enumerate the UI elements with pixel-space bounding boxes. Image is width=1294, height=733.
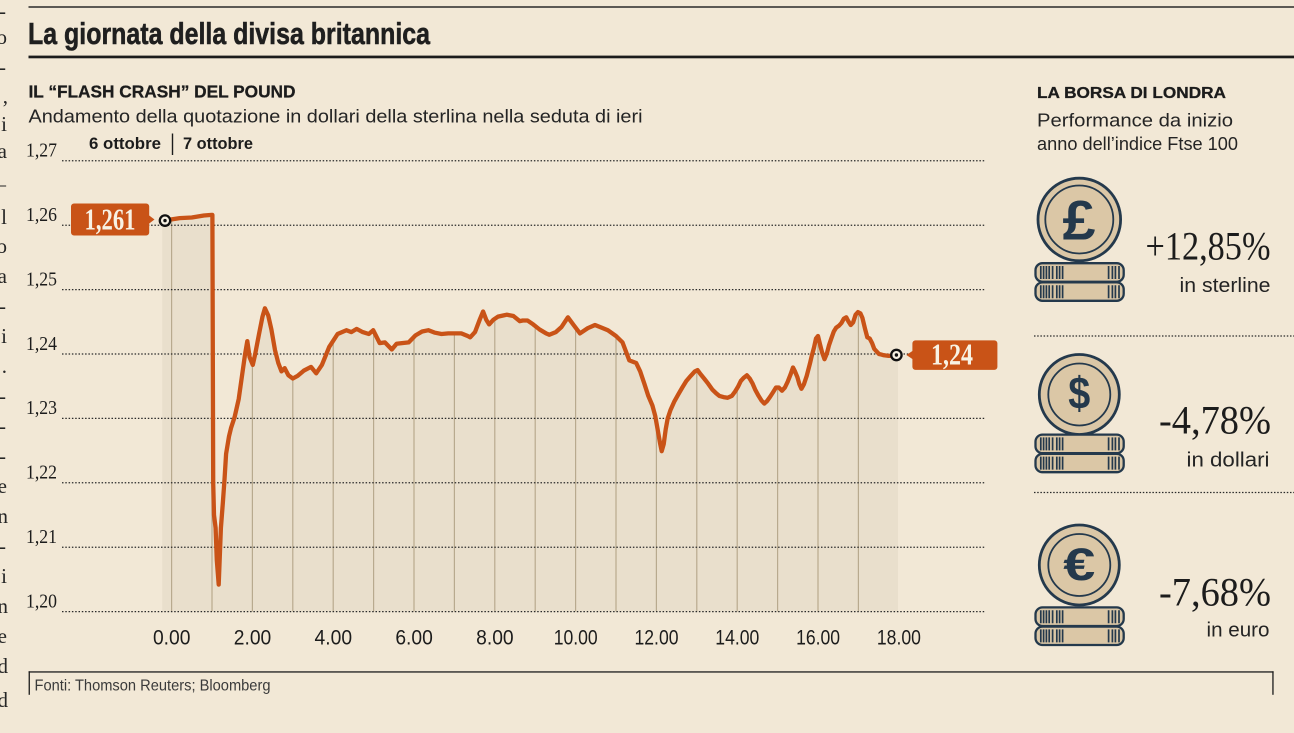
svg-text:-: - [0,0,6,23]
svg-text:1,261: 1,261 [85,202,136,237]
svg-text:7 ottobre: 7 ottobre [183,134,253,153]
svg-text:.: . [2,354,7,378]
svg-text:10.00: 10.00 [554,626,598,650]
svg-text:Performance da inizio: Performance da inizio [1037,110,1233,131]
svg-text:1,20: 1,20 [26,591,57,612]
svg-text:1,24: 1,24 [26,334,57,355]
svg-text:in sterline: in sterline [1180,275,1271,297]
svg-text:1,25: 1,25 [26,269,57,290]
svg-text:-: - [0,294,6,318]
svg-text:o: o [0,25,7,49]
svg-text:d: d [0,654,9,678]
svg-text:6.00: 6.00 [395,626,433,650]
svg-text:o: o [0,234,7,258]
svg-text:in dollari: in dollari [1187,450,1270,472]
svg-text:8.00: 8.00 [476,626,514,650]
svg-text:IL “FLASH CRASH” DEL POUND: IL “FLASH CRASH” DEL POUND [29,82,296,102]
svg-text:anno dell’indice Ftse 100: anno dell’indice Ftse 100 [1037,133,1238,154]
svg-text:-: - [0,534,6,558]
svg-text:i: i [1,112,7,136]
svg-text:d: d [0,688,9,712]
svg-text:,: , [3,84,8,108]
svg-text:in euro: in euro [1207,620,1270,642]
svg-text:1,21: 1,21 [26,527,57,548]
svg-text:—: — [0,172,7,196]
svg-text:0.00: 0.00 [153,626,191,650]
svg-text:-: - [0,55,6,79]
svg-text:6 ottobre: 6 ottobre [89,134,161,153]
svg-text:a: a [0,264,8,288]
svg-text:-: - [0,414,6,438]
svg-text:12.00: 12.00 [635,626,679,650]
svg-text:i: i [1,564,7,588]
svg-text:-4,78%: -4,78% [1159,398,1271,443]
svg-text:18.00: 18.00 [877,626,921,650]
svg-text:i: i [1,324,7,348]
svg-text:Andamento della quotazione in: Andamento della quotazione in dollari de… [29,106,643,127]
svg-text:14.00: 14.00 [715,626,759,650]
svg-text:16.00: 16.00 [796,626,840,650]
svg-text:1,26: 1,26 [26,205,57,226]
svg-text:$: $ [1068,368,1090,419]
svg-text:1,23: 1,23 [26,398,57,419]
svg-text:-7,68%: -7,68% [1159,570,1271,615]
svg-text:1,24: 1,24 [931,337,973,372]
svg-text:Fonti: Thomson Reuters; Bloomb: Fonti: Thomson Reuters; Bloomberg [35,678,271,695]
svg-text:2.00: 2.00 [234,626,272,650]
svg-text:n: n [0,594,9,618]
svg-text:4.00: 4.00 [315,626,353,650]
svg-text:LA BORSA DI LONDRA: LA BORSA DI LONDRA [1037,85,1226,102]
svg-text:+12,85%: +12,85% [1146,224,1271,269]
svg-text:1,27: 1,27 [26,141,57,162]
svg-text:l: l [1,205,7,229]
svg-text:e: e [0,624,7,648]
svg-text:n: n [0,504,9,528]
svg-text:-: - [0,384,6,408]
svg-text:e: e [0,474,7,498]
svg-text:£: £ [1063,188,1096,251]
svg-text:a: a [0,139,8,163]
svg-text:La giornata della divisa brita: La giornata della divisa britannica [28,16,431,51]
svg-text:1,22: 1,22 [26,463,57,484]
svg-text:€: € [1063,539,1095,590]
svg-text:-: - [0,444,6,468]
